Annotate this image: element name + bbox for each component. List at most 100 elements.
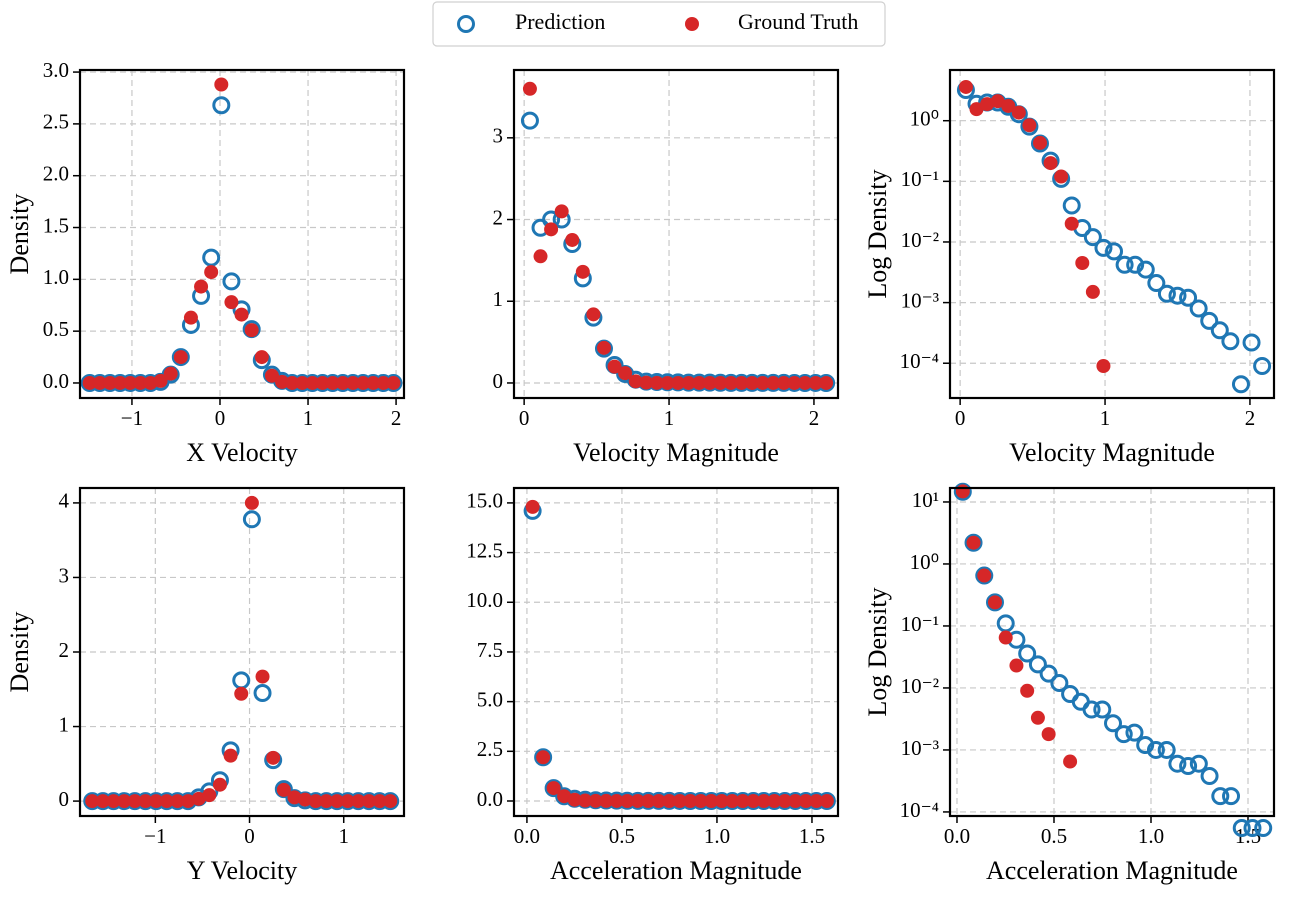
- point: [819, 793, 834, 808]
- point: [766, 375, 781, 390]
- y-axis-label: Density: [5, 194, 34, 275]
- point: [755, 375, 770, 390]
- point: [1179, 288, 1198, 307]
- point: [1168, 286, 1187, 305]
- point: [953, 482, 972, 501]
- y-axis-label: Density: [5, 612, 34, 693]
- y-tick-label: 10⁻⁴: [900, 798, 939, 822]
- point: [117, 794, 132, 809]
- point: [672, 793, 687, 808]
- point: [1157, 284, 1176, 303]
- point: [787, 375, 802, 390]
- x-tick-label: 1.0: [1138, 824, 1164, 848]
- point: [1232, 819, 1251, 838]
- y-tick-label: 0.0: [43, 369, 69, 393]
- point: [285, 375, 300, 390]
- point: [325, 375, 340, 390]
- x-tick-label: 1: [1100, 406, 1111, 430]
- point: [1043, 156, 1058, 171]
- point: [1083, 228, 1102, 247]
- point: [1168, 754, 1187, 773]
- point: [222, 272, 241, 291]
- point: [998, 630, 1013, 645]
- y-tick-label: 1: [59, 712, 70, 736]
- point: [586, 307, 601, 322]
- point: [315, 375, 330, 390]
- point: [170, 794, 185, 809]
- point: [287, 790, 302, 805]
- point: [578, 793, 593, 808]
- point: [671, 375, 686, 390]
- point: [351, 794, 366, 809]
- point: [264, 368, 279, 383]
- point: [777, 793, 792, 808]
- point: [1096, 359, 1111, 374]
- axes-frame: [948, 486, 1276, 818]
- point: [966, 535, 981, 550]
- point: [955, 484, 970, 499]
- point: [181, 794, 196, 809]
- point: [275, 374, 290, 389]
- y-tick-label: 10⁻²: [901, 674, 939, 698]
- point: [620, 793, 635, 808]
- point: [609, 793, 624, 808]
- point: [1011, 105, 1026, 120]
- point: [1189, 299, 1208, 318]
- point: [194, 279, 209, 294]
- point: [1179, 757, 1198, 776]
- point: [127, 794, 142, 809]
- y-tick-label: 12.5: [466, 538, 503, 562]
- point: [683, 793, 698, 808]
- point: [567, 792, 582, 807]
- x-tick-label: 2: [809, 406, 820, 430]
- point: [82, 375, 97, 390]
- x-tick-label: 0.0: [514, 824, 540, 848]
- axes-frame: [512, 486, 840, 818]
- point: [713, 375, 728, 390]
- point: [809, 793, 824, 808]
- y-tick-label: 3: [493, 124, 504, 148]
- point: [244, 323, 259, 338]
- point: [990, 94, 1005, 109]
- point: [95, 794, 110, 809]
- x-tick-label: 1: [338, 824, 349, 848]
- point: [969, 102, 984, 117]
- point: [756, 793, 771, 808]
- y-tick-label: 7.5: [477, 638, 503, 662]
- point: [1114, 725, 1133, 744]
- point: [212, 96, 231, 115]
- point: [977, 568, 992, 583]
- point: [639, 375, 654, 390]
- y-tick-label: 1.5: [43, 213, 69, 237]
- y-tick-label: 10⁰: [910, 107, 939, 131]
- point: [525, 499, 540, 514]
- point: [1094, 238, 1113, 257]
- point: [651, 793, 666, 808]
- point: [618, 366, 633, 381]
- point: [255, 669, 270, 684]
- point: [1020, 683, 1035, 698]
- point: [681, 375, 696, 390]
- point: [958, 79, 973, 94]
- point: [745, 375, 760, 390]
- point: [234, 307, 249, 322]
- point: [975, 566, 994, 585]
- point: [819, 375, 834, 390]
- point: [372, 794, 387, 809]
- point: [599, 793, 614, 808]
- point: [1189, 754, 1208, 773]
- point: [308, 794, 323, 809]
- point: [767, 793, 782, 808]
- point: [1211, 787, 1230, 806]
- y-tick-label: 10⁻³: [901, 288, 939, 312]
- point: [985, 593, 1004, 612]
- point: [1063, 754, 1078, 769]
- point: [628, 374, 643, 389]
- point: [702, 375, 717, 390]
- y-tick-label: 3.0: [43, 58, 69, 82]
- point: [1221, 332, 1240, 351]
- point: [305, 375, 320, 390]
- y-tick-label: 10⁻⁴: [900, 349, 939, 373]
- point: [183, 310, 198, 325]
- point: [244, 495, 259, 510]
